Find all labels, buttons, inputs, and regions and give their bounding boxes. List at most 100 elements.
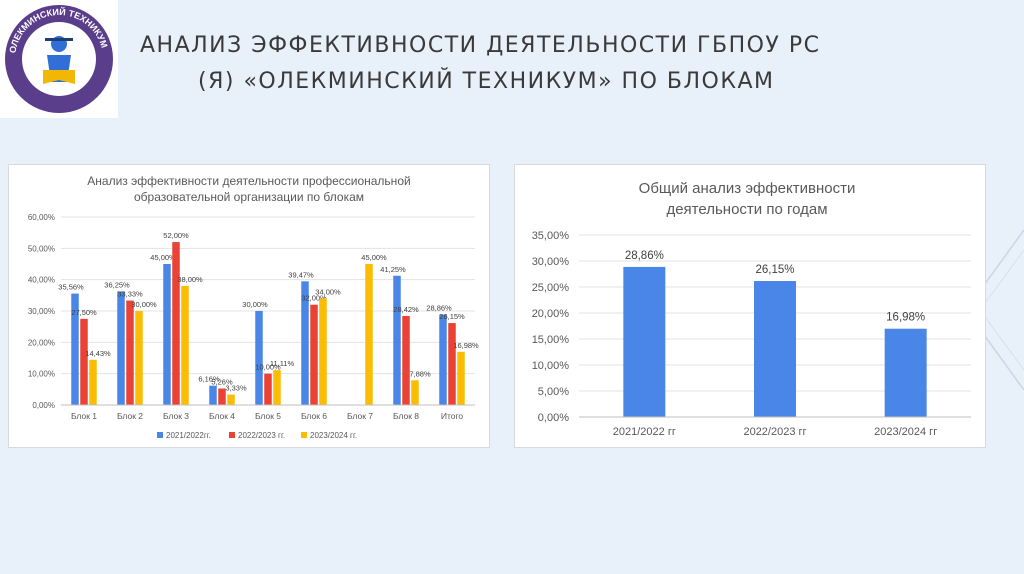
chart2-y-tick-label: 25,00% xyxy=(532,282,570,294)
chart1-x-tick-label: Блок 7 xyxy=(347,411,373,421)
chart1-bar xyxy=(172,242,180,405)
chart1-data-label: 11,11% xyxy=(270,359,295,368)
chart1-data-label: 45,00% xyxy=(150,253,176,262)
chart1-data-label: 28,42% xyxy=(393,305,419,314)
chart1-y-tick-label: 60,00% xyxy=(28,213,55,222)
chart2-y-tick-label: 30,00% xyxy=(532,256,570,268)
chart1-bar xyxy=(117,291,125,405)
chart1-bar xyxy=(126,300,134,405)
chart1-y-tick-label: 50,00% xyxy=(28,244,55,253)
chart2-title-line2: деятельности по годам xyxy=(666,201,827,218)
chart1-bar xyxy=(135,311,143,405)
chart1-bar xyxy=(393,275,401,405)
chart1-bar xyxy=(89,359,97,405)
chart1-bar xyxy=(301,281,309,405)
chart1-bar xyxy=(448,323,456,405)
chart1-bar xyxy=(209,385,217,405)
chart1-legend-label: 2021/2022гг. xyxy=(166,431,211,440)
chart2-bar xyxy=(754,281,796,417)
chart1-data-label: 30,00% xyxy=(131,300,157,309)
chart1-y-tick-label: 40,00% xyxy=(28,276,55,285)
chart1-bar xyxy=(264,373,272,405)
chart1-bar xyxy=(365,264,373,405)
chart1-data-label: 14,43% xyxy=(85,349,111,358)
chart1-x-tick-label: Блок 2 xyxy=(117,411,143,421)
chart1-bar xyxy=(319,298,327,405)
chart1-bar xyxy=(411,380,419,405)
slide-title-line1: АНАЛИЗ ЭФФЕКТИВНОСТИ ДЕЯТЕЛЬНОСТИ ГБПОУ … xyxy=(140,33,821,58)
chart1-data-label: 36,25% xyxy=(104,280,130,289)
chart2-bar xyxy=(623,266,666,417)
chart1-legend-label: 2022/2023 гг. xyxy=(238,431,285,440)
chart1-bar xyxy=(227,394,235,405)
chart1-bar xyxy=(181,285,189,405)
chart2-y-tick-label: 35,00% xyxy=(532,230,570,242)
chart1-data-label: 52,00% xyxy=(163,231,189,240)
chart1-legend-swatch xyxy=(301,432,307,438)
chart1-data-label: 5,26% xyxy=(211,378,233,387)
chart1-data-label: 26,15% xyxy=(439,312,465,321)
logo-book xyxy=(43,70,75,84)
chart1-bar xyxy=(163,264,171,405)
chart1-legend-swatch xyxy=(157,432,163,438)
chart1-bar xyxy=(255,311,263,405)
slide-title-line2: (Я) «ОЛЕКМИНСКИЙ ТЕХНИКУМ» ПО БЛОКАМ xyxy=(198,69,775,94)
blocks-chart-panel: Анализ эффективности деятельности профес… xyxy=(8,164,490,448)
chart1-data-label: 28,86% xyxy=(426,304,452,313)
chart1-x-tick-label: Блок 6 xyxy=(301,411,327,421)
chart1-legend-swatch xyxy=(229,432,235,438)
chart1-bar xyxy=(439,314,447,405)
chart1-data-label: 39,47% xyxy=(288,270,314,279)
years-chart: Общий анализ эффективности деятельности … xyxy=(532,180,971,438)
chart2-data-label: 16,98% xyxy=(886,312,925,324)
chart2-y-tick-label: 20,00% xyxy=(532,308,570,320)
chart1-data-label: 27,50% xyxy=(71,308,97,317)
chart1-title-line1: Анализ эффективности деятельности профес… xyxy=(87,174,410,188)
years-chart-panel: Общий анализ эффективности деятельности … xyxy=(514,164,986,448)
chart2-data-label: 26,15% xyxy=(755,264,794,276)
chart2-x-tick-label: 2023/2024 гг xyxy=(874,426,937,438)
chart1-x-tick-label: Блок 4 xyxy=(209,411,235,421)
chart2-y-tick-label: 15,00% xyxy=(532,334,570,346)
logo-cap xyxy=(45,38,73,41)
chart1-data-label: 16,98% xyxy=(453,341,479,350)
chart1-data-label: 7,88% xyxy=(409,369,431,378)
chart1-title-line2: образовательной организации по блокам xyxy=(134,190,364,204)
chart1-bar xyxy=(310,304,318,405)
chart1-x-tick-label: Блок 5 xyxy=(255,411,281,421)
chart2-y-tick-label: 5,00% xyxy=(538,386,569,398)
chart2-x-tick-label: 2022/2023 гг xyxy=(743,426,806,438)
chart1-data-label: 30,00% xyxy=(242,300,268,309)
chart1-bar xyxy=(457,351,465,405)
chart1-data-label: 35,56% xyxy=(58,283,84,292)
chart1-data-label: 34,00% xyxy=(315,287,341,296)
chart1-x-tick-label: Итого xyxy=(441,411,464,421)
chart1-y-tick-label: 10,00% xyxy=(28,370,55,379)
chart1-bar xyxy=(273,370,281,405)
chart1-y-tick-label: 20,00% xyxy=(28,338,55,347)
chart1-data-label: 45,00% xyxy=(361,253,387,262)
logo-box: ОЛЕКМИНСКИЙ ТЕХНИКУМ xyxy=(0,0,118,118)
chart1-data-label: 33,33% xyxy=(117,290,143,299)
chart1-bar xyxy=(218,388,226,405)
chart2-x-tick-label: 2021/2022 гг xyxy=(613,426,676,438)
chart2-data-label: 28,86% xyxy=(625,250,664,262)
chart1-x-tick-label: Блок 8 xyxy=(393,411,419,421)
chart1-y-tick-label: 30,00% xyxy=(28,307,55,316)
chart2-y-tick-label: 0,00% xyxy=(538,412,569,424)
chart2-title-line1: Общий анализ эффективности xyxy=(639,180,856,197)
chart1-data-label: 6,16% xyxy=(198,375,220,384)
chart1-x-tick-label: Блок 3 xyxy=(163,411,189,421)
chart1-bar xyxy=(402,315,410,405)
chart1-data-label: 32,00% xyxy=(301,294,327,303)
chart1-data-label: 10,00% xyxy=(255,363,281,372)
blocks-chart: Анализ эффективности деятельности профес… xyxy=(28,174,479,440)
chart1-data-label: 41,25% xyxy=(380,265,406,274)
chart2-y-tick-label: 10,00% xyxy=(532,360,570,372)
slide-title: АНАЛИЗ ЭФФЕКТИВНОСТИ ДЕЯТЕЛЬНОСТИ ГБПОУ … xyxy=(140,28,860,100)
chart1-bar xyxy=(71,293,79,405)
chart1-legend-label: 2023/2024 гг. xyxy=(310,431,357,440)
college-logo: ОЛЕКМИНСКИЙ ТЕХНИКУМ xyxy=(5,5,113,113)
chart2-bar xyxy=(884,328,927,417)
chart1-data-label: 3,33% xyxy=(225,384,247,393)
